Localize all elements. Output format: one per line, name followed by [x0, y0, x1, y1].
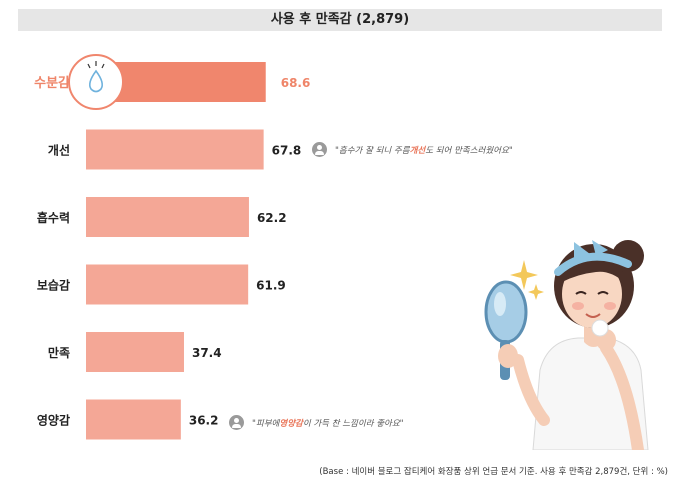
- review-quote-nutrition: "피부에 영양감 이 가득 찬 느낌이라 좋아요": [229, 415, 404, 430]
- user-avatar-icon: [229, 415, 244, 430]
- bar-6: [86, 399, 181, 440]
- quote-text-before: "피부에: [252, 418, 280, 429]
- user-avatar-icon: [312, 142, 327, 157]
- category-label: 수분감: [34, 76, 70, 91]
- woman-with-mirror-illustration: [484, 240, 649, 450]
- category-label: 흡수력: [37, 210, 70, 225]
- sparkle-icon: [510, 260, 538, 290]
- drop-ray: [87, 63, 91, 69]
- value-label: 68.6: [281, 76, 311, 90]
- bar-2: [86, 129, 264, 170]
- sparkle-icon: [528, 284, 544, 300]
- review-quote-improvement: "흡수가 잘 되니 주름 개선 도 되어 만족스러웠어요": [312, 142, 513, 157]
- value-label: 61.9: [256, 279, 286, 293]
- bar-4: [86, 264, 249, 305]
- category-label: 보습감: [37, 278, 70, 293]
- quote-text-before: "흡수가 잘 되니 주름: [335, 145, 410, 156]
- quote-text-after: 이 가득 찬 느낌이라 좋아요": [302, 418, 404, 429]
- value-label: 37.4: [192, 346, 222, 360]
- water-drop-badge: [68, 54, 124, 110]
- footnote: (Base : 네이버 블로그 잡티케어 화장품 상위 언급 문서 기준. 사용…: [319, 467, 668, 477]
- chart-title: 사용 후 만족감 (2,879): [18, 9, 662, 31]
- category-label: 영양감: [37, 413, 70, 428]
- value-label: 67.8: [272, 144, 302, 158]
- value-label: 36.2: [189, 414, 219, 428]
- quote-text-after: 도 되어 만족스러웠어요": [425, 145, 513, 156]
- bar-5: [86, 332, 184, 372]
- value-label: 62.2: [257, 211, 287, 225]
- drop-ray: [101, 63, 105, 69]
- water-drop-icon: [89, 69, 103, 93]
- category-label: 만족: [48, 345, 70, 360]
- quote-highlight: 영양감: [279, 418, 303, 429]
- category-label: 개선: [48, 143, 70, 158]
- bar-3: [86, 197, 249, 237]
- quote-highlight: 개선: [409, 145, 426, 156]
